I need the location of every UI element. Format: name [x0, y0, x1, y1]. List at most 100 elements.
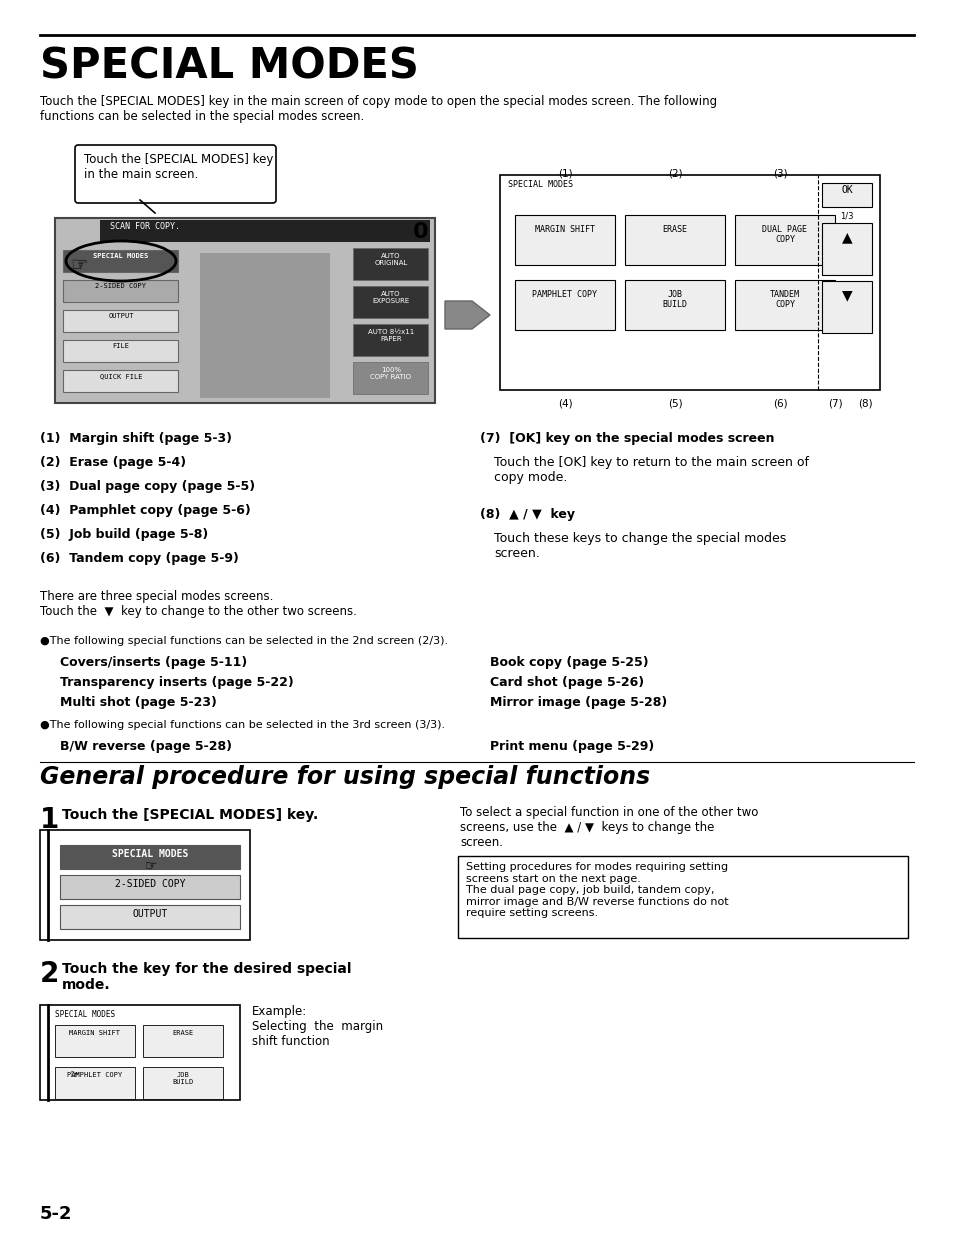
- Text: Touch these keys to change the special modes
screen.: Touch these keys to change the special m…: [494, 532, 785, 559]
- Text: SPECIAL MODES: SPECIAL MODES: [93, 253, 149, 259]
- Text: ▼: ▼: [841, 288, 851, 303]
- Text: B/W reverse (page 5-28): B/W reverse (page 5-28): [60, 740, 232, 753]
- Text: 5-2: 5-2: [40, 1205, 72, 1223]
- Text: MARGIN SHIFT: MARGIN SHIFT: [535, 225, 595, 233]
- Text: ☞: ☞: [145, 858, 157, 872]
- Text: OK: OK: [841, 185, 852, 195]
- Text: AUTO
EXPOSURE: AUTO EXPOSURE: [372, 291, 409, 304]
- Text: Covers/inserts (page 5-11): Covers/inserts (page 5-11): [60, 656, 247, 669]
- FancyBboxPatch shape: [353, 248, 428, 280]
- FancyBboxPatch shape: [60, 876, 240, 899]
- Text: (2): (2): [667, 168, 681, 178]
- FancyArrow shape: [444, 301, 490, 329]
- Text: SPECIAL MODES: SPECIAL MODES: [507, 180, 573, 189]
- Text: ●The following special functions can be selected in the 3rd screen (3/3).: ●The following special functions can be …: [40, 720, 445, 730]
- Text: PAMPHLET COPY: PAMPHLET COPY: [68, 1072, 123, 1078]
- Text: (5)  Job build (page 5-8): (5) Job build (page 5-8): [40, 529, 208, 541]
- FancyBboxPatch shape: [821, 282, 871, 333]
- FancyBboxPatch shape: [143, 1067, 223, 1099]
- Text: 1: 1: [40, 806, 59, 834]
- FancyBboxPatch shape: [78, 148, 273, 200]
- Text: DUAL PAGE
COPY: DUAL PAGE COPY: [761, 225, 806, 245]
- Text: (8)  ▲ / ▼  key: (8) ▲ / ▼ key: [479, 508, 575, 521]
- FancyBboxPatch shape: [63, 370, 178, 391]
- Text: (2)  Erase (page 5-4): (2) Erase (page 5-4): [40, 456, 186, 469]
- FancyBboxPatch shape: [40, 830, 250, 940]
- Text: (6): (6): [772, 398, 786, 408]
- FancyBboxPatch shape: [60, 905, 240, 929]
- Text: ☞: ☞: [70, 1070, 80, 1079]
- FancyBboxPatch shape: [55, 1025, 135, 1057]
- Text: 2-SIDED COPY: 2-SIDED COPY: [114, 879, 185, 889]
- Text: TANDEM
COPY: TANDEM COPY: [769, 290, 800, 310]
- Text: 1/3: 1/3: [840, 211, 853, 220]
- Text: 2-SIDED COPY: 2-SIDED COPY: [95, 283, 147, 289]
- Text: Touch the [OK] key to return to the main screen of
copy mode.: Touch the [OK] key to return to the main…: [494, 456, 808, 484]
- Text: AUTO 8½x11
PAPER: AUTO 8½x11 PAPER: [368, 329, 414, 342]
- FancyBboxPatch shape: [457, 856, 907, 939]
- Text: Card shot (page 5-26): Card shot (page 5-26): [490, 676, 643, 689]
- Text: AUTO
ORIGINAL: AUTO ORIGINAL: [374, 253, 407, 266]
- Text: Touch the key for the desired special
mode.: Touch the key for the desired special mo…: [62, 962, 351, 992]
- FancyBboxPatch shape: [63, 310, 178, 332]
- Text: (8): (8): [857, 398, 871, 408]
- FancyBboxPatch shape: [624, 280, 724, 330]
- Text: Touch the [SPECIAL MODES] key
in the main screen.: Touch the [SPECIAL MODES] key in the mai…: [84, 153, 274, 182]
- FancyBboxPatch shape: [63, 249, 178, 272]
- Text: SPECIAL MODES: SPECIAL MODES: [40, 44, 418, 86]
- FancyBboxPatch shape: [60, 845, 240, 869]
- FancyBboxPatch shape: [499, 175, 879, 390]
- Text: PAMPHLET COPY: PAMPHLET COPY: [532, 290, 597, 299]
- Text: Mirror image (page 5-28): Mirror image (page 5-28): [490, 697, 666, 709]
- Text: Touch the [SPECIAL MODES] key in the main screen of copy mode to open the specia: Touch the [SPECIAL MODES] key in the mai…: [40, 95, 717, 124]
- FancyBboxPatch shape: [734, 280, 834, 330]
- FancyBboxPatch shape: [200, 253, 330, 398]
- FancyBboxPatch shape: [55, 219, 435, 403]
- FancyBboxPatch shape: [624, 215, 724, 266]
- Text: SPECIAL MODES: SPECIAL MODES: [112, 848, 188, 860]
- Text: Transparency inserts (page 5-22): Transparency inserts (page 5-22): [60, 676, 294, 689]
- FancyBboxPatch shape: [55, 1067, 135, 1099]
- Text: 0: 0: [413, 222, 428, 242]
- FancyBboxPatch shape: [63, 280, 178, 303]
- FancyBboxPatch shape: [75, 144, 275, 203]
- Text: (6)  Tandem copy (page 5-9): (6) Tandem copy (page 5-9): [40, 552, 238, 564]
- Text: (4): (4): [558, 398, 572, 408]
- Text: There are three special modes screens.
Touch the  ▼  key to change to the other : There are three special modes screens. T…: [40, 590, 356, 618]
- Text: SPECIAL MODES: SPECIAL MODES: [55, 1010, 115, 1019]
- FancyBboxPatch shape: [63, 340, 178, 362]
- Text: SCAN FOR COPY.: SCAN FOR COPY.: [110, 222, 180, 231]
- FancyBboxPatch shape: [143, 1025, 223, 1057]
- Text: (3): (3): [772, 168, 786, 178]
- FancyBboxPatch shape: [353, 324, 428, 356]
- Text: QUICK FILE: QUICK FILE: [100, 373, 142, 379]
- Text: To select a special function in one of the other two
screens, use the  ▲ / ▼  ke: To select a special function in one of t…: [459, 806, 758, 848]
- Text: JOB
BUILD: JOB BUILD: [661, 290, 687, 310]
- Text: MARGIN SHIFT: MARGIN SHIFT: [70, 1030, 120, 1036]
- FancyBboxPatch shape: [353, 287, 428, 317]
- Text: OUTPUT: OUTPUT: [132, 909, 168, 919]
- FancyBboxPatch shape: [100, 220, 430, 242]
- Text: 100%
COPY RATIO: 100% COPY RATIO: [370, 367, 411, 380]
- Text: (1)  Margin shift (page 5-3): (1) Margin shift (page 5-3): [40, 432, 232, 445]
- FancyBboxPatch shape: [515, 280, 615, 330]
- Text: ERASE: ERASE: [661, 225, 687, 233]
- Text: FILE: FILE: [112, 343, 130, 350]
- Text: Book copy (page 5-25): Book copy (page 5-25): [490, 656, 648, 669]
- Text: Setting procedures for modes requiring setting
screens start on the next page.
T: Setting procedures for modes requiring s…: [465, 862, 728, 919]
- FancyBboxPatch shape: [821, 183, 871, 207]
- Text: OUTPUT: OUTPUT: [108, 312, 133, 319]
- Text: JOB
BUILD: JOB BUILD: [172, 1072, 193, 1086]
- FancyBboxPatch shape: [821, 224, 871, 275]
- Text: Touch the [SPECIAL MODES] key.: Touch the [SPECIAL MODES] key.: [62, 808, 318, 823]
- Text: ▲: ▲: [841, 230, 851, 245]
- FancyBboxPatch shape: [515, 215, 615, 266]
- Text: (1): (1): [558, 168, 572, 178]
- Text: ☞: ☞: [70, 256, 88, 275]
- Text: (7)  [OK] key on the special modes screen: (7) [OK] key on the special modes screen: [479, 432, 774, 445]
- FancyBboxPatch shape: [40, 1005, 240, 1100]
- FancyBboxPatch shape: [353, 362, 428, 394]
- Text: ERASE: ERASE: [172, 1030, 193, 1036]
- FancyBboxPatch shape: [734, 215, 834, 266]
- Text: Example:
Selecting  the  margin
shift function: Example: Selecting the margin shift func…: [252, 1005, 383, 1049]
